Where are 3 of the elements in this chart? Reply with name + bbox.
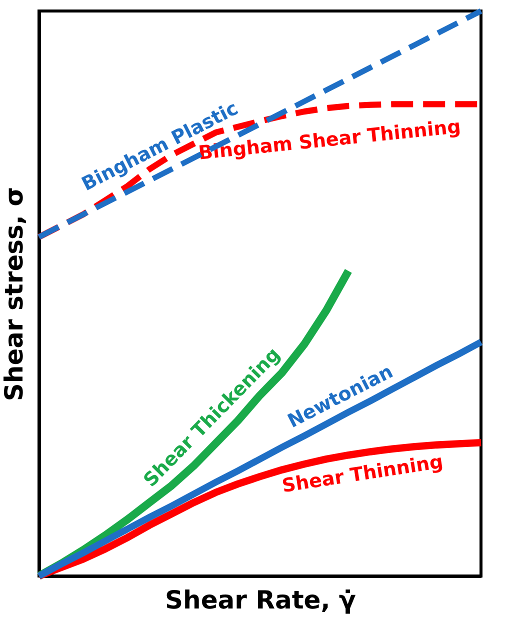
x-axis-title: Shear Rate, γ̇ [165,586,356,614]
y-axis-title: Shear stress, σ [0,186,28,402]
text: Shear Thinning [280,450,445,498]
